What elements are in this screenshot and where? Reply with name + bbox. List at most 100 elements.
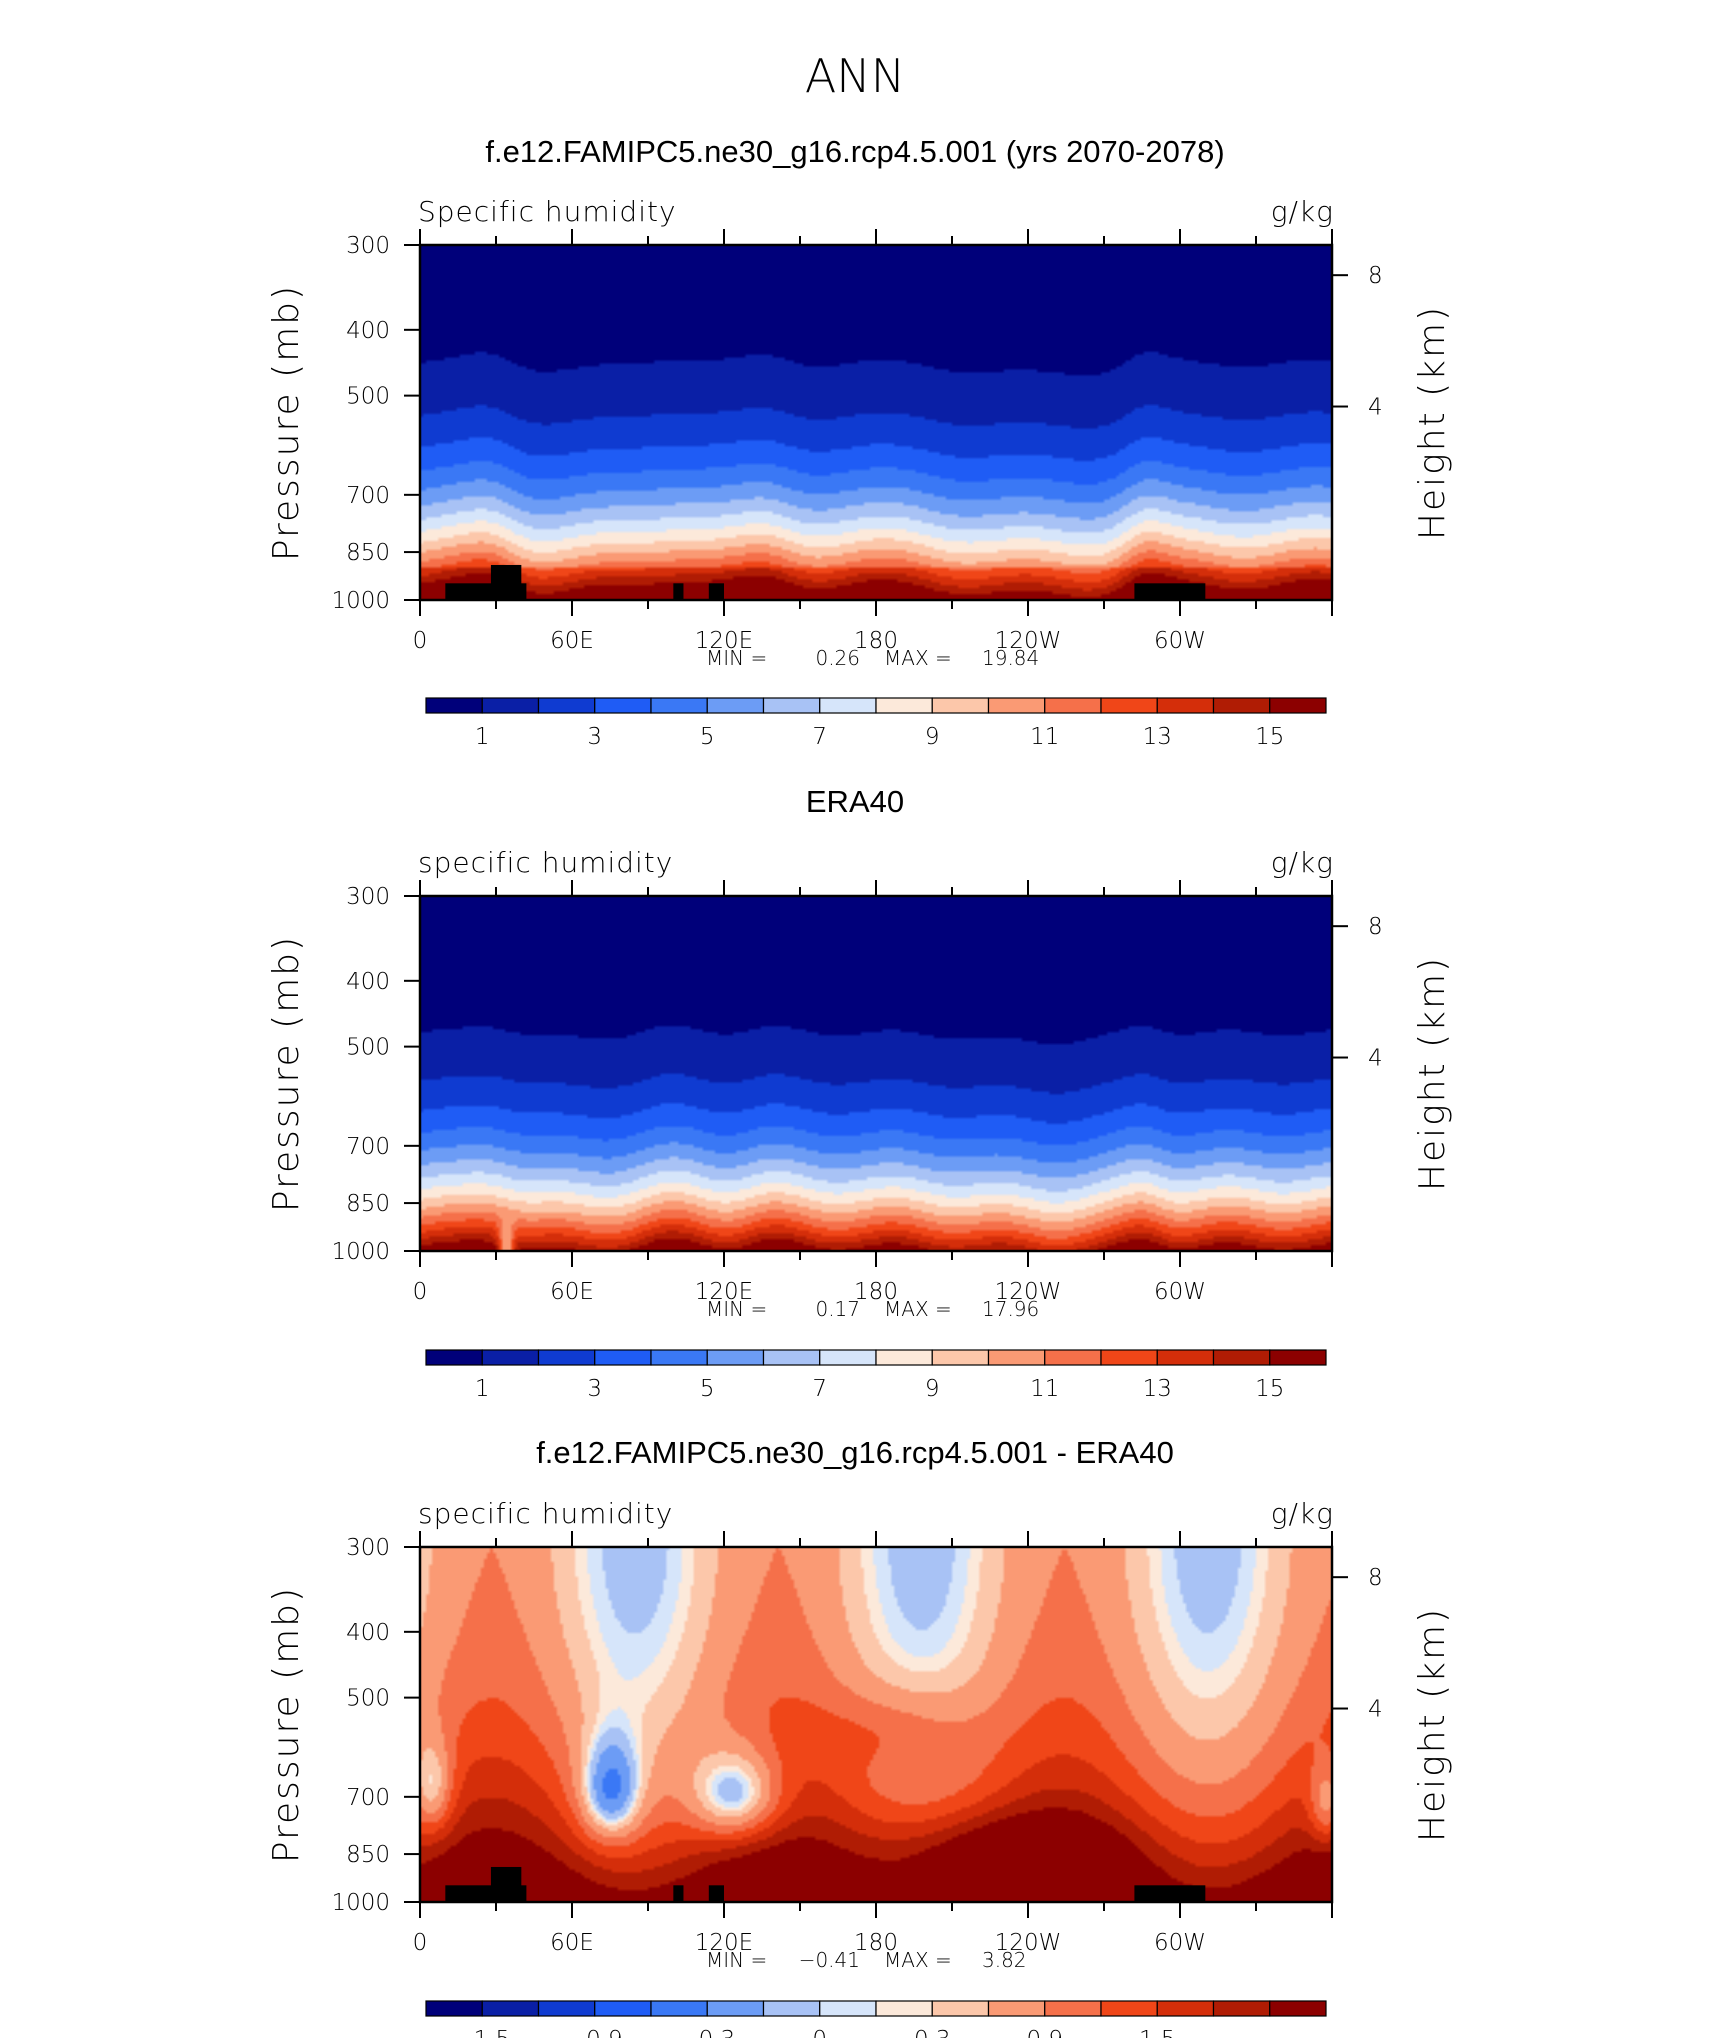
colorbar-box [650, 2000, 708, 2017]
topography-mask-4 [708, 583, 724, 600]
max-value: 3.82 [982, 1948, 1027, 1972]
panel-title: f.e12.FAMIPC5.ne30_g16.rcp4.5.001 - ERA4… [536, 1435, 1174, 1470]
y-tick-label: 400 [346, 969, 390, 995]
colorbar-box [1100, 2000, 1158, 2017]
colorbar-box [1156, 1349, 1215, 1366]
colorbar-box [481, 1349, 540, 1366]
chart-panel-3: f.e12.FAMIPC5.ne30_g16.rcp4.5.001 - ERA4… [266, 1435, 1453, 2038]
y2-axis-title: Height (km) [1412, 1607, 1453, 1842]
colorbar-label: 11 [1030, 724, 1059, 750]
y-tick-label: 300 [346, 1535, 390, 1561]
colorbar-box [819, 2000, 877, 2017]
y-tick-label: 500 [346, 1035, 390, 1061]
units-label: g/kg [1271, 1497, 1334, 1530]
variable-label: specific humidity [418, 1497, 673, 1530]
units-label: g/kg [1271, 846, 1334, 879]
x-tick-label: 0 [413, 1930, 428, 1956]
colorbar-box [762, 697, 821, 714]
colorbar-label: 0 [812, 2027, 827, 2038]
x-tick-label: 180 [854, 1930, 898, 1956]
colorbar-box [706, 1349, 765, 1366]
y-axis-title: Pressure (mb) [266, 284, 307, 561]
colorbar-box [875, 697, 933, 714]
max-label: MAX = [884, 1297, 952, 1321]
colorbar-box [425, 697, 483, 714]
colorbar-box [1044, 1349, 1102, 1366]
colorbar-label: 0.9 [1026, 2027, 1063, 2038]
y-tick-label: 700 [346, 1785, 390, 1811]
colorbar-label: −0.3 [679, 2027, 735, 2038]
y-tick-label: 500 [346, 1686, 390, 1712]
y-tick-label: 850 [346, 1842, 390, 1868]
colorbar-box [537, 697, 596, 714]
colorbar-label: 7 [812, 724, 827, 750]
topography-mask-3 [673, 583, 684, 600]
colorbar-label: −1.5 [454, 2027, 510, 2038]
colorbar-label: 1 [475, 724, 490, 750]
x-tick-label: 120W [995, 1279, 1062, 1305]
y-tick-label: 400 [346, 1620, 390, 1646]
min-value: 0.26 [815, 646, 860, 670]
min-value: 0.17 [815, 1297, 860, 1321]
x-tick-label: 120W [995, 628, 1062, 654]
colorbar-box [537, 2000, 596, 2017]
colorbar-box [819, 1349, 877, 1366]
y2-tick-label: 4 [1368, 395, 1383, 421]
x-tick-label: 120E [695, 1279, 753, 1305]
colorbar-label: 15 [1255, 724, 1284, 750]
colorbar-box [594, 697, 652, 714]
y-tick-label: 400 [346, 318, 390, 344]
colorbar-box [987, 2000, 1046, 2017]
y-tick-label: 850 [346, 1191, 390, 1217]
colorbar-label: 1 [475, 1376, 490, 1402]
colorbar: −1.5 −0.9 −0.3 0 0.3 0.9 1.5 [425, 2000, 1327, 2038]
colorbar-label: 7 [812, 1376, 827, 1402]
colorbar-label: 0.3 [914, 2027, 951, 2038]
variable-label: specific humidity [418, 846, 673, 879]
colorbar-box [931, 1349, 990, 1366]
colorbar-label: 3 [587, 1376, 602, 1402]
min-value: −0.41 [799, 1948, 860, 1972]
colorbar-box [1269, 697, 1327, 714]
topography-mask-5 [1134, 583, 1206, 600]
colorbar-label: 3 [587, 724, 602, 750]
x-tick-label: 60W [1154, 1930, 1206, 1956]
colorbar-label: 5 [700, 1376, 715, 1402]
colorbar-box [537, 1349, 596, 1366]
colorbar-box [987, 1349, 1046, 1366]
topography-mask-2 [490, 1866, 522, 1902]
y2-tick-label: 4 [1368, 1697, 1383, 1723]
x-tick-label: 60E [550, 628, 594, 654]
x-tick-label: 60E [550, 1279, 594, 1305]
y-tick-label: 700 [346, 1134, 390, 1160]
colorbar-box [762, 2000, 821, 2017]
colorbar-box [1269, 1349, 1327, 1366]
colorbar-box [650, 697, 708, 714]
colorbar-label: 13 [1143, 1376, 1172, 1402]
colorbar-box [1100, 697, 1158, 714]
x-tick-label: 120E [695, 1930, 753, 1956]
max-value: 19.84 [982, 646, 1039, 670]
chart-panel-2: ERA40 specific humidity g/kg 0 60E 120E 180 120… [266, 784, 1453, 1402]
y-tick-label: 1000 [331, 588, 390, 614]
y-tick-label: 850 [346, 540, 390, 566]
max-value: 17.96 [982, 1297, 1039, 1321]
colorbar-box [762, 1349, 821, 1366]
x-tick-label: 120W [995, 1930, 1062, 1956]
colorbar-box [481, 2000, 540, 2017]
max-label: MAX = [884, 1948, 952, 1972]
x-tick-label: 60W [1154, 628, 1206, 654]
colorbar-box [706, 697, 765, 714]
y-axis-title: Pressure (mb) [266, 1586, 307, 1863]
colorbar-box [1156, 2000, 1215, 2017]
colorbar-box [875, 2000, 933, 2017]
field-raster [420, 1547, 1332, 1902]
colorbar-box [594, 2000, 652, 2017]
colorbar-label: 9 [925, 724, 940, 750]
colorbar-box [1269, 2000, 1327, 2017]
colorbar-box [1044, 2000, 1102, 2017]
colorbar-box [425, 2000, 483, 2017]
colorbar-label: 13 [1143, 724, 1172, 750]
colorbar-box [931, 697, 990, 714]
